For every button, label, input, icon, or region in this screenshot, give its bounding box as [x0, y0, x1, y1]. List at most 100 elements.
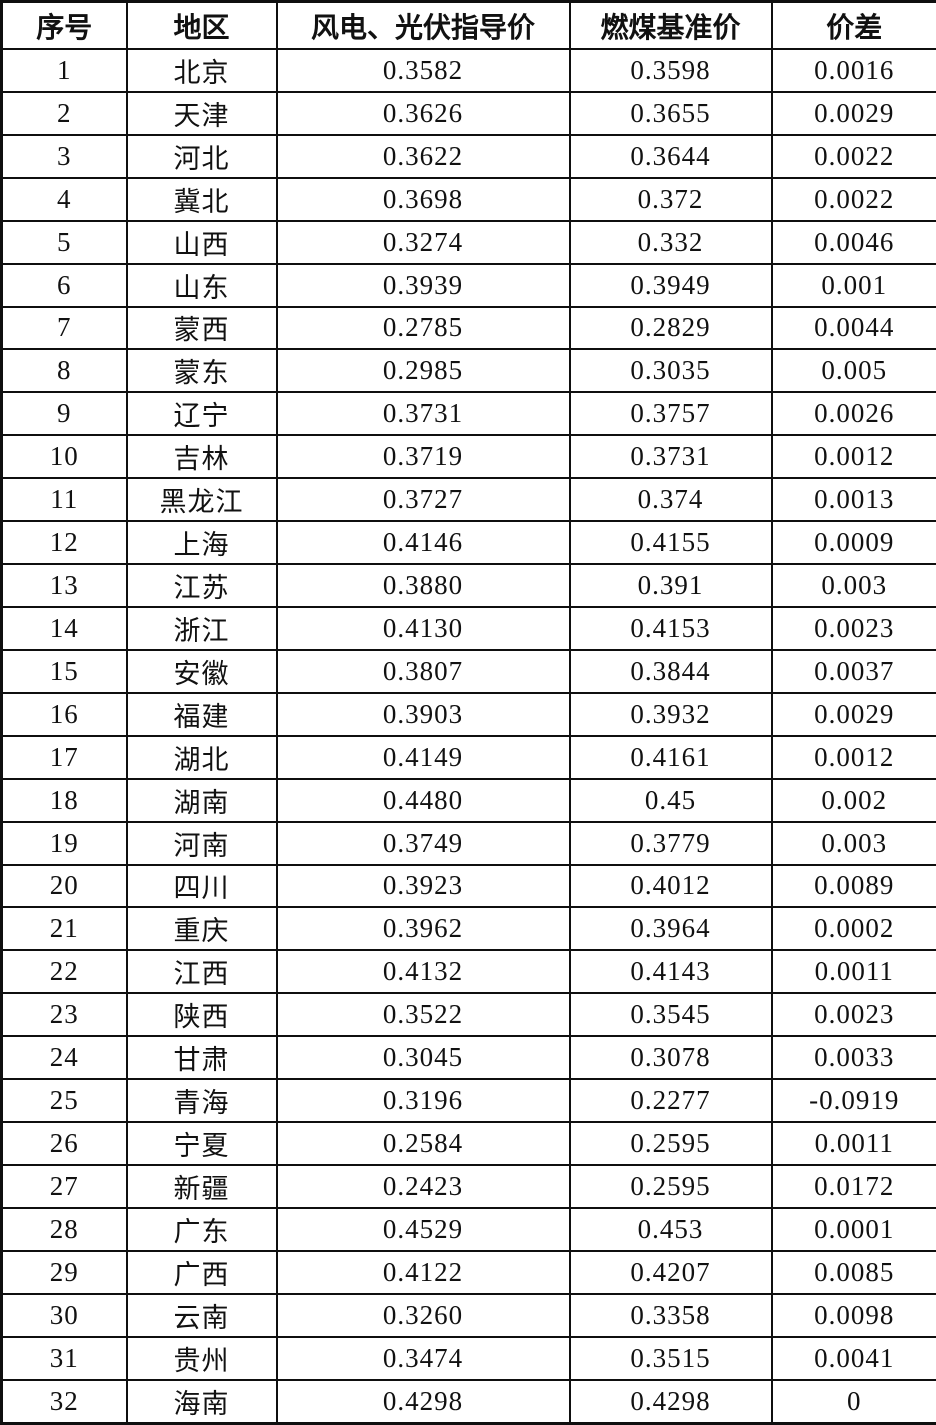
cell-coal-benchmark-price: 0.3844: [568, 648, 773, 694]
cell-coal-benchmark-price: 0.2595: [568, 1121, 773, 1166]
table-row: 31 贵州 0.3474 0.3515 0.0041: [0, 1335, 936, 1381]
cell-region: 山东: [125, 262, 278, 308]
cell-coal-benchmark-price: 0.3545: [568, 992, 773, 1038]
cell-price-diff: 0.0046: [770, 219, 936, 265]
cell-index: 23: [0, 992, 128, 1038]
cell-price-diff: 0.0002: [770, 906, 936, 952]
cell-coal-benchmark-price: 0.4207: [568, 1249, 773, 1295]
table-row: 15 安徽 0.3807 0.3844 0.0037: [0, 648, 936, 694]
cell-region: 上海: [125, 520, 278, 566]
table-row: 10 吉林 0.3719 0.3731 0.0012: [0, 434, 936, 480]
cell-coal-benchmark-price: 0.3644: [568, 133, 773, 179]
cell-price-diff: 0.005: [770, 348, 936, 394]
cell-index: 14: [0, 605, 128, 651]
table-row: 9 辽宁 0.3731 0.3757 0.0026: [0, 391, 936, 437]
cell-region: 天津: [125, 90, 278, 136]
cell-guidance-price: 0.3274: [275, 219, 571, 265]
cell-guidance-price: 0.4529: [275, 1206, 571, 1252]
cell-guidance-price: 0.4122: [275, 1249, 571, 1295]
cell-index: 30: [0, 1292, 128, 1338]
cell-coal-benchmark-price: 0.3035: [568, 348, 773, 394]
cell-price-diff: 0.0098: [770, 1292, 936, 1338]
cell-price-diff: -0.0919: [770, 1078, 936, 1124]
column-header-region: 地区: [125, 0, 278, 50]
cell-price-diff: 0.0023: [770, 605, 936, 651]
cell-index: 6: [0, 262, 128, 308]
cell-index: 15: [0, 648, 128, 694]
cell-coal-benchmark-price: 0.374: [568, 477, 773, 523]
column-header-index: 序号: [0, 0, 128, 50]
cell-coal-benchmark-price: 0.2595: [568, 1163, 773, 1209]
cell-region: 四川: [125, 863, 278, 909]
table-row: 1 北京 0.3582 0.3598 0.0016: [0, 48, 936, 93]
cell-price-diff: 0.0022: [770, 133, 936, 179]
cell-region: 湖南: [125, 777, 278, 823]
table-header: 序号 地区 风电、光伏指导价 燃煤基准价 价差: [0, 0, 936, 50]
cell-guidance-price: 0.4146: [275, 520, 571, 566]
table-row: 18 湖南 0.4480 0.45 0.002: [0, 777, 936, 823]
cell-index: 18: [0, 777, 128, 823]
cell-coal-benchmark-price: 0.3078: [568, 1035, 773, 1081]
cell-price-diff: 0.0001: [770, 1206, 936, 1252]
cell-guidance-price: 0.3962: [275, 906, 571, 952]
cell-price-diff: 0.0012: [770, 434, 936, 480]
table-row: 26 宁夏 0.2584 0.2595 0.0011: [0, 1121, 936, 1166]
table-row: 12 上海 0.4146 0.4155 0.0009: [0, 520, 936, 566]
cell-index: 5: [0, 219, 128, 265]
cell-coal-benchmark-price: 0.45: [568, 777, 773, 823]
cell-coal-benchmark-price: 0.4155: [568, 520, 773, 566]
cell-region: 海南: [125, 1378, 278, 1425]
column-header-price-diff: 价差: [770, 0, 936, 50]
cell-price-diff: 0.0023: [770, 992, 936, 1038]
cell-index: 1: [0, 48, 128, 93]
header-row: 序号 地区 风电、光伏指导价 燃煤基准价 价差: [0, 0, 936, 50]
cell-coal-benchmark-price: 0.3358: [568, 1292, 773, 1338]
cell-coal-benchmark-price: 0.4298: [568, 1378, 773, 1425]
cell-coal-benchmark-price: 0.3757: [568, 391, 773, 437]
cell-price-diff: 0.0011: [770, 1121, 936, 1166]
cell-price-diff: 0.003: [770, 820, 936, 866]
cell-price-diff: 0.002: [770, 777, 936, 823]
cell-index: 24: [0, 1035, 128, 1081]
cell-price-diff: 0.0172: [770, 1163, 936, 1209]
cell-guidance-price: 0.4149: [275, 734, 571, 780]
cell-guidance-price: 0.2584: [275, 1121, 571, 1166]
cell-guidance-price: 0.3749: [275, 820, 571, 866]
cell-region: 江西: [125, 949, 278, 995]
table-row: 7 蒙西 0.2785 0.2829 0.0044: [0, 305, 936, 351]
table-row: 3 河北 0.3622 0.3644 0.0022: [0, 133, 936, 179]
cell-region: 宁夏: [125, 1121, 278, 1166]
cell-price-diff: 0.0011: [770, 949, 936, 995]
cell-region: 广东: [125, 1206, 278, 1252]
cell-price-diff: 0.0085: [770, 1249, 936, 1295]
table-row: 30 云南 0.3260 0.3358 0.0098: [0, 1292, 936, 1338]
cell-guidance-price: 0.3474: [275, 1335, 571, 1381]
table-row: 29 广西 0.4122 0.4207 0.0085: [0, 1249, 936, 1295]
cell-price-diff: 0.001: [770, 262, 936, 308]
table-row: 14 浙江 0.4130 0.4153 0.0023: [0, 605, 936, 651]
cell-guidance-price: 0.2785: [275, 305, 571, 351]
cell-region: 云南: [125, 1292, 278, 1338]
cell-index: 11: [0, 477, 128, 523]
cell-guidance-price: 0.4298: [275, 1378, 571, 1425]
cell-guidance-price: 0.4480: [275, 777, 571, 823]
cell-region: 广西: [125, 1249, 278, 1295]
cell-region: 新疆: [125, 1163, 278, 1209]
table-row: 27 新疆 0.2423 0.2595 0.0172: [0, 1163, 936, 1209]
cell-index: 29: [0, 1249, 128, 1295]
cell-coal-benchmark-price: 0.4161: [568, 734, 773, 780]
cell-coal-benchmark-price: 0.372: [568, 176, 773, 222]
cell-guidance-price: 0.3807: [275, 648, 571, 694]
cell-guidance-price: 0.2423: [275, 1163, 571, 1209]
cell-price-diff: 0.0013: [770, 477, 936, 523]
cell-price-diff: 0.0016: [770, 48, 936, 93]
table-row: 32 海南 0.4298 0.4298 0: [0, 1378, 936, 1425]
cell-guidance-price: 0.3719: [275, 434, 571, 480]
table-row: 13 江苏 0.3880 0.391 0.003: [0, 563, 936, 608]
cell-guidance-price: 0.4132: [275, 949, 571, 995]
table-row: 28 广东 0.4529 0.453 0.0001: [0, 1206, 936, 1252]
cell-coal-benchmark-price: 0.332: [568, 219, 773, 265]
cell-index: 28: [0, 1206, 128, 1252]
cell-index: 9: [0, 391, 128, 437]
cell-index: 3: [0, 133, 128, 179]
